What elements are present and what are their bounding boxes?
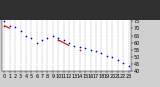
Point [8, 25, 11, 26]
Point [30, 38, 33, 39]
Point [3, 25, 6, 26]
Point [52, 35, 54, 36]
Point [73, 45, 76, 46]
Legend: Outdoor Temp, THSW Index: Outdoor Temp, THSW Index [4, 13, 69, 19]
Point [41, 39, 43, 41]
Point [89, 49, 92, 51]
Point [14, 26, 16, 28]
Point [100, 52, 103, 53]
Point [79, 49, 81, 51]
Point [35, 42, 38, 43]
Point [79, 46, 81, 48]
Point [116, 59, 119, 61]
Point [122, 62, 124, 63]
Point [62, 39, 65, 41]
Point [57, 39, 60, 41]
Point [25, 35, 27, 36]
Point [127, 65, 130, 66]
Point [84, 48, 87, 49]
Point [3, 21, 6, 22]
Point [68, 42, 70, 43]
Point [111, 56, 114, 58]
Point [95, 51, 97, 52]
Point [46, 38, 49, 39]
Point [106, 55, 108, 56]
Point [19, 31, 22, 32]
Point [57, 38, 60, 39]
